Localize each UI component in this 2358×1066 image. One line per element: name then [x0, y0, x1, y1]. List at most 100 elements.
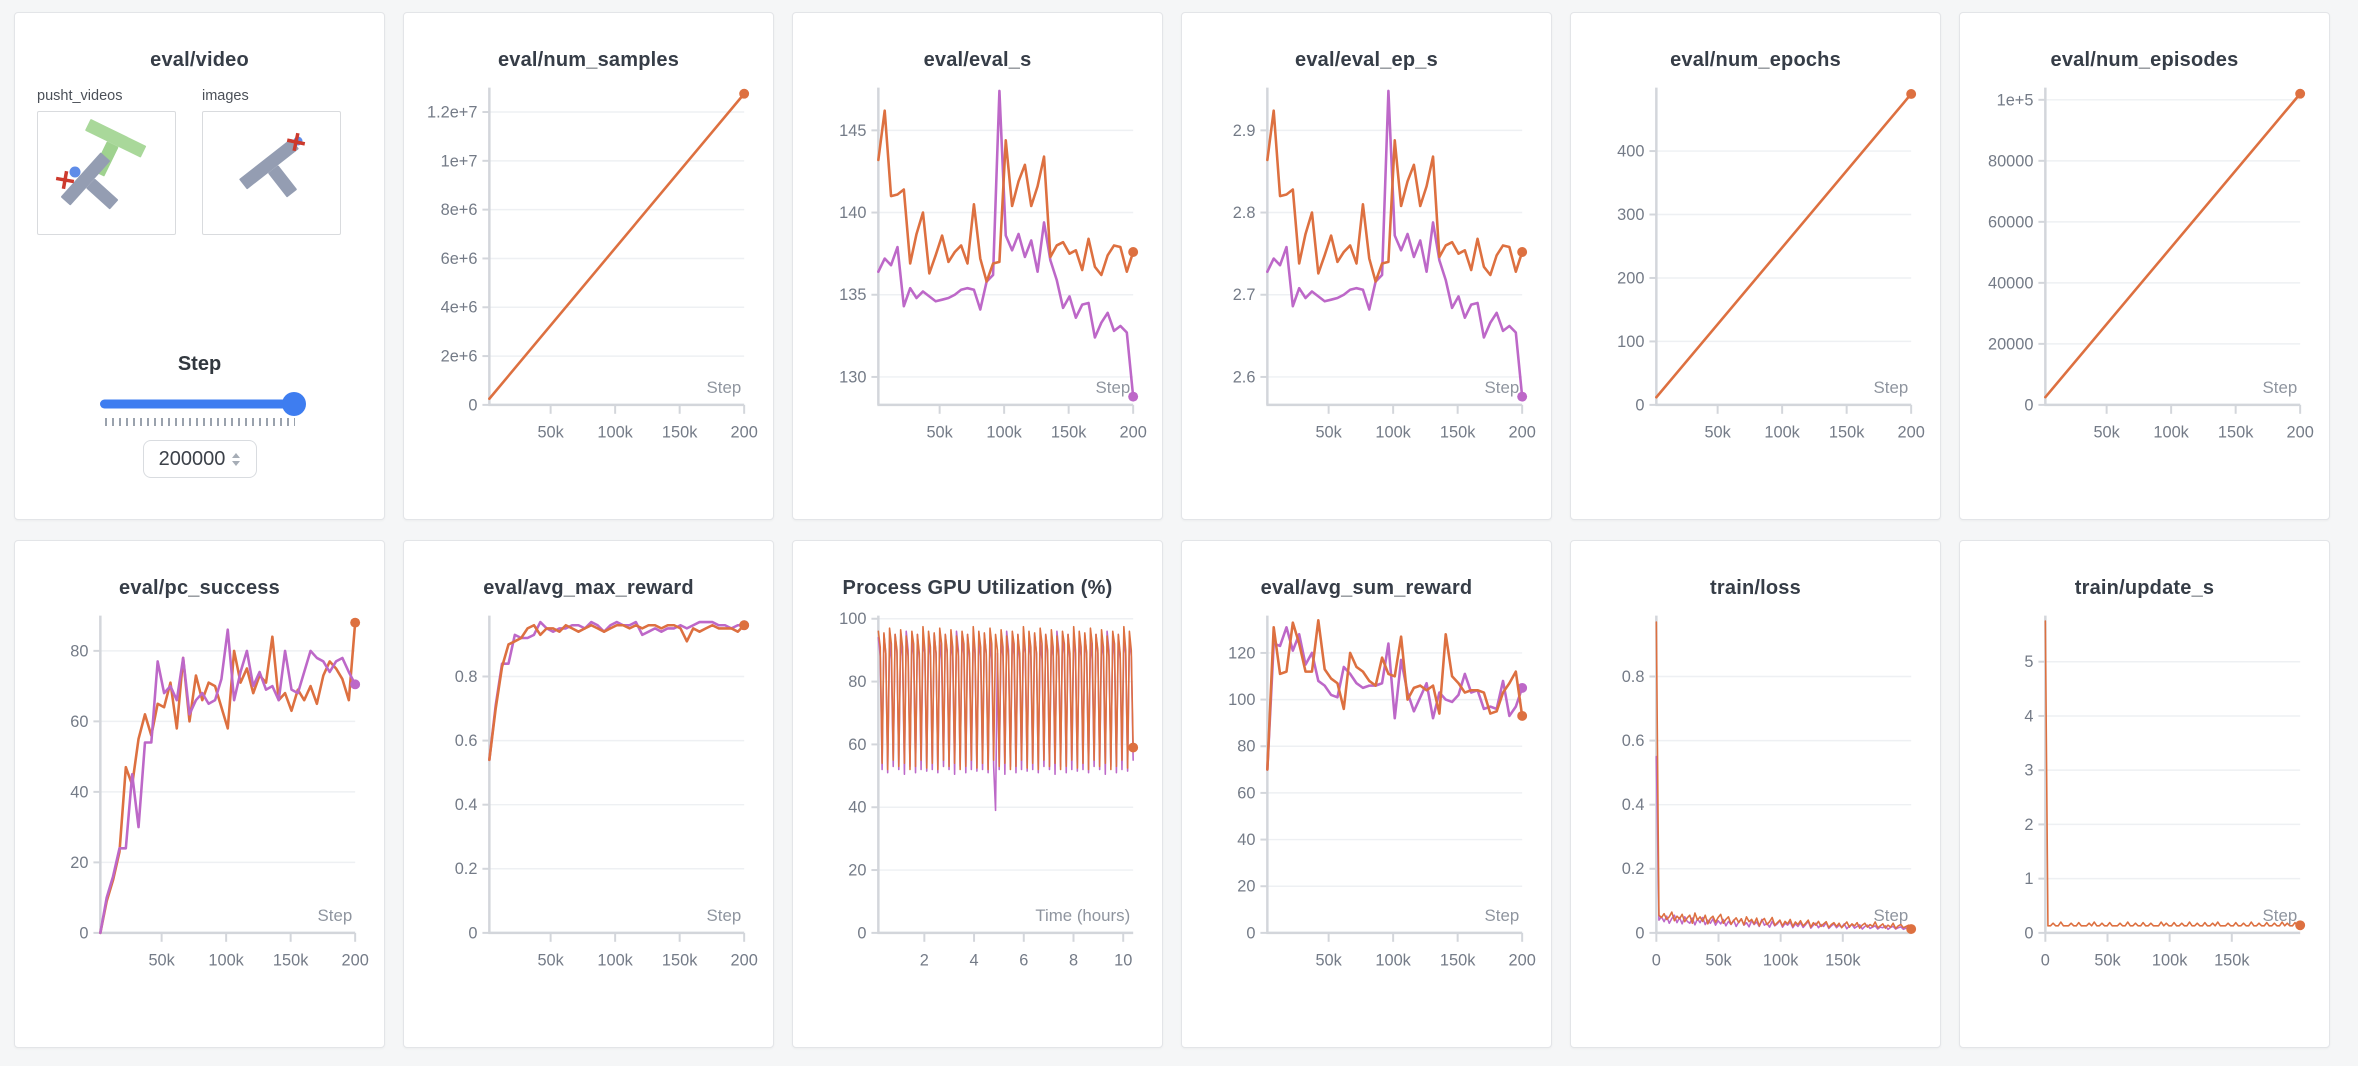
svg-text:50k: 50k [1705, 952, 1732, 970]
svg-text:120: 120 [1228, 644, 1255, 662]
svg-text:Step: Step [2263, 378, 2298, 397]
svg-text:1e+5: 1e+5 [1997, 91, 2034, 109]
svg-text:60000: 60000 [1988, 213, 2033, 231]
video-thumb-label: pusht_videos [37, 88, 123, 104]
svg-text:0.6: 0.6 [455, 732, 478, 750]
svg-text:0: 0 [1246, 924, 1255, 942]
chart-title: eval/num_samples [497, 49, 680, 71]
svg-text:0.2: 0.2 [1622, 860, 1645, 878]
svg-text:150k: 150k [1440, 952, 1476, 970]
chart-canvas[interactable]: 0 1 2 3 4 5 0 50k 100k 150k Step [1970, 602, 2319, 1004]
svg-text:130: 130 [839, 368, 866, 386]
video-thumb-block: pusht_videos [37, 88, 176, 235]
svg-text:100k: 100k [2152, 952, 2188, 970]
stepper-down-icon[interactable] [232, 460, 241, 466]
stepper-buttons [232, 452, 241, 466]
svg-text:100k: 100k [1763, 952, 1799, 970]
svg-text:5: 5 [2024, 653, 2033, 671]
chart-canvas[interactable]: 0 2e+6 4e+6 6e+6 8e+6 1e+7 1.2e+7 50k 100k 150k 20… [414, 74, 763, 476]
svg-text:100: 100 [839, 610, 866, 628]
svg-text:40: 40 [848, 799, 866, 817]
chart-canvas[interactable]: 0 20 40 60 80 100 120 50k 100k 150k 200 Step [1192, 602, 1541, 1004]
svg-text:2: 2 [2024, 816, 2033, 834]
svg-text:150k: 150k [1051, 424, 1087, 442]
pusht-video-thumbnail[interactable] [37, 111, 176, 235]
svg-text:200: 200 [1120, 424, 1147, 442]
pusht-block-t-shape [61, 152, 119, 210]
svg-text:40000: 40000 [1988, 274, 2033, 292]
svg-text:6: 6 [1019, 952, 1028, 970]
pusht-image-thumbnail[interactable] [202, 111, 341, 235]
panel-eval-avg-sum-reward: eval/avg_sum_reward 0 20 40 60 80 100 120 50k 10… [1181, 540, 1552, 1048]
svg-text:4: 4 [2024, 707, 2033, 725]
svg-text:10: 10 [1114, 952, 1132, 970]
svg-text:0: 0 [2041, 952, 2050, 970]
svg-text:1e+7: 1e+7 [441, 152, 478, 170]
slider-thumb[interactable] [281, 392, 306, 416]
panel-gpu-utilization: Process GPU Utilization (%) 0 20 40 60 80 100… [792, 540, 1163, 1048]
chart-title: eval/num_episodes [2050, 49, 2239, 71]
svg-text:150k: 150k [1825, 952, 1861, 970]
chart-title: eval/pc_success [119, 577, 280, 599]
chart-canvas[interactable]: 2.6 2.7 2.8 2.9 50k 100k 150k 200 Step [1192, 74, 1541, 476]
slider-track[interactable] [99, 399, 300, 409]
svg-text:200: 200 [342, 952, 369, 970]
svg-text:60: 60 [1237, 784, 1255, 802]
slider-tick-marks [104, 418, 295, 426]
chart-canvas[interactable]: 0 0.2 0.4 0.6 0.8 0 50k 100k 150k Step [1581, 602, 1930, 1004]
chart-title: Process GPU Utilization (%) [842, 577, 1113, 599]
svg-text:300: 300 [1617, 206, 1644, 224]
svg-text:Step: Step [707, 906, 742, 925]
chart-canvas[interactable]: 0 0.2 0.4 0.6 0.8 50k 100k 150k 200 Step [414, 602, 763, 1004]
svg-text:200: 200 [1898, 424, 1925, 442]
step-number-input[interactable]: 200000 [142, 440, 257, 478]
chart-canvas[interactable]: 0 20 40 60 80 50k 100k 150k 200 Step [25, 602, 374, 1004]
svg-text:200: 200 [1509, 424, 1536, 442]
stepper-up-icon[interactable] [232, 452, 241, 458]
svg-text:80: 80 [70, 642, 88, 660]
chart-canvas[interactable]: 0 20000 40000 60000 80000 1e+5 50k 100k 150k 200 S… [1970, 74, 2319, 476]
svg-text:0: 0 [1635, 396, 1644, 414]
svg-text:Step: Step [318, 906, 353, 925]
svg-text:150k: 150k [1440, 424, 1476, 442]
panel-eval-num-episodes: eval/num_episodes 0 20000 40000 60000 80000 1… [1959, 12, 2330, 520]
svg-text:50k: 50k [537, 424, 564, 442]
chart-title: eval/avg_sum_reward [1260, 577, 1473, 599]
svg-text:150k: 150k [273, 952, 309, 970]
svg-text:Step: Step [707, 378, 742, 397]
svg-text:50k: 50k [926, 424, 953, 442]
svg-text:2: 2 [920, 952, 929, 970]
svg-text:80: 80 [1237, 738, 1255, 756]
svg-text:6e+6: 6e+6 [441, 250, 478, 268]
svg-text:1: 1 [2024, 870, 2033, 888]
svg-text:100k: 100k [1375, 424, 1411, 442]
chart-canvas[interactable]: 0 20 40 60 80 100 2 4 6 8 10 Time (hours) [803, 602, 1152, 1004]
svg-text:100k: 100k [2153, 424, 2189, 442]
svg-text:8e+6: 8e+6 [441, 201, 478, 219]
media-row: pusht_videos [37, 88, 366, 235]
svg-text:0: 0 [2024, 396, 2033, 414]
agent-dot [69, 166, 81, 178]
svg-text:40: 40 [70, 783, 88, 801]
step-value[interactable]: 200000 [158, 447, 226, 470]
step-slider[interactable] [99, 392, 306, 416]
svg-text:Time (hours): Time (hours) [1035, 906, 1130, 925]
svg-text:60: 60 [70, 713, 88, 731]
svg-text:Step: Step [1874, 906, 1909, 925]
svg-text:2.6: 2.6 [1233, 368, 1256, 386]
chart-canvas[interactable]: 130 135 140 145 50k 100k 150k 200 Step [803, 74, 1152, 476]
svg-text:8: 8 [1069, 952, 1078, 970]
svg-text:0: 0 [79, 924, 88, 942]
chart-title: eval/eval_s [923, 49, 1032, 71]
panel-eval-num-samples: eval/num_samples 0 2e+6 4e+6 6e+6 8e+6 1e+7 1.… [403, 12, 774, 520]
svg-text:150k: 150k [662, 424, 698, 442]
svg-text:2.7: 2.7 [1233, 286, 1256, 304]
chart-title: train/update_s [2074, 577, 2215, 599]
svg-text:145: 145 [839, 122, 866, 140]
image-thumb-block: images [202, 88, 341, 235]
pusht-scene-image [239, 132, 306, 198]
chart-canvas[interactable]: 0 100 200 300 400 50k 100k 150k 200 Step [1581, 74, 1930, 476]
step-slider-label: Step [177, 353, 222, 375]
svg-text:150k: 150k [2218, 424, 2254, 442]
